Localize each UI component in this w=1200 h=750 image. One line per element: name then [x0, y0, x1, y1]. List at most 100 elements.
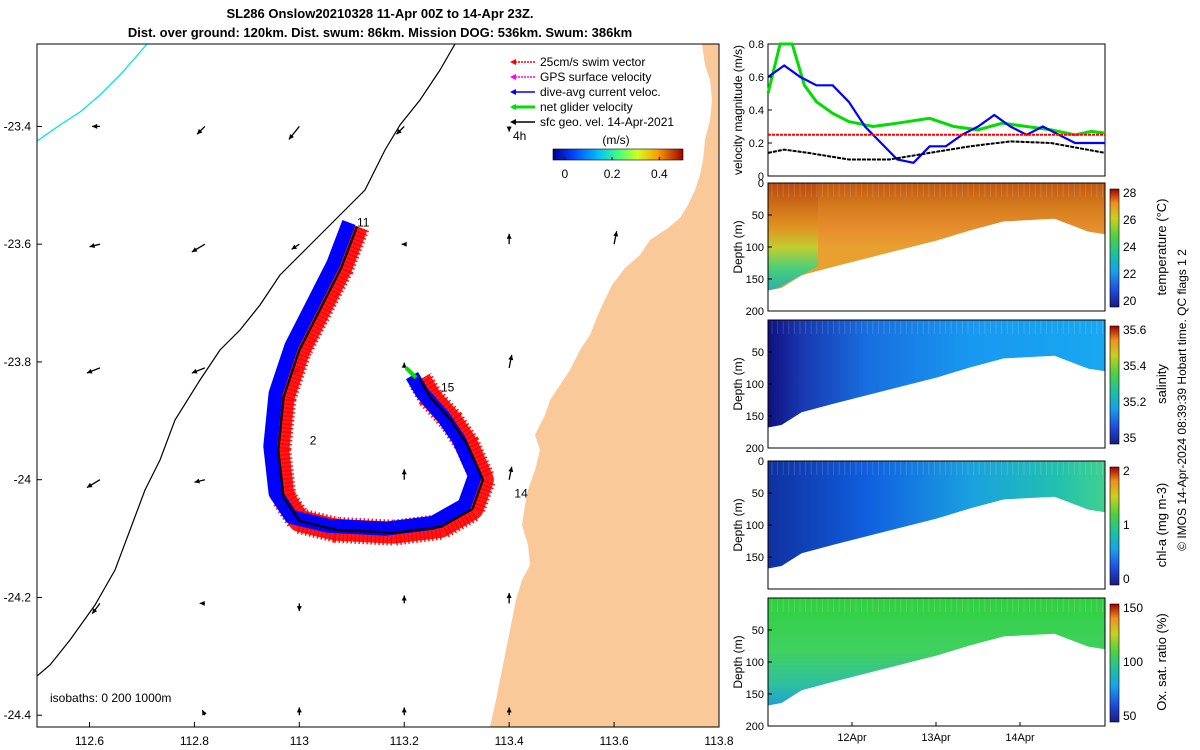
- x-tick-label: 112.8: [180, 734, 209, 748]
- section-tick-label: 50: [752, 347, 764, 359]
- section-colorbar-tick: 35: [1123, 431, 1137, 445]
- current-arrowhead: [86, 368, 93, 374]
- time-tick-label: 13Apr: [921, 732, 951, 744]
- section-tick-label: 150: [746, 552, 764, 564]
- y-tick-label: -23.4: [4, 119, 32, 133]
- map-frame: [36, 43, 720, 728]
- section-tick-label: 150: [746, 274, 764, 286]
- x-tick-label: 113.4: [495, 734, 524, 748]
- section-colorbar-label: temperature (°C): [1154, 199, 1169, 296]
- section-ylabel: Depth (m): [731, 635, 745, 688]
- section-colorbar-tick: 1: [1123, 518, 1130, 532]
- colorbar-gradient: [552, 148, 684, 161]
- legend-entry: sfc geo. vel. 14-Apr-2021: [540, 115, 674, 129]
- velocity-tick-label: 0.4: [749, 105, 764, 117]
- section-colorbar-tick: 28: [1123, 186, 1137, 200]
- section-tick-label: 50: [752, 210, 764, 222]
- section-ylabel: Depth (m): [731, 220, 745, 273]
- current-arrowhead: [92, 123, 98, 129]
- colorbar-tick-label: 0.4: [651, 167, 668, 181]
- track-label: 14: [514, 486, 528, 500]
- velocity-ylabel: velocity magnitude (m/s): [731, 45, 745, 175]
- section-colorbar-tick: 26: [1123, 213, 1137, 227]
- current-arrowhead: [401, 707, 407, 713]
- section-field: [768, 461, 1105, 569]
- track-line: [277, 226, 484, 534]
- current-arrowhead: [506, 126, 512, 132]
- section-tick-label: 0: [758, 456, 764, 468]
- section-tick-label: 100: [746, 657, 764, 669]
- land-mass: [490, 44, 719, 727]
- current-arrowhead: [197, 128, 203, 135]
- section-colorbar-tick: 2: [1123, 464, 1130, 478]
- section-ylabel: Depth (m): [731, 498, 745, 551]
- section-tick-label: 150: [746, 689, 764, 701]
- section-colorbar-tick: 100: [1123, 655, 1143, 669]
- section-field: [768, 320, 1105, 428]
- velocity-frame: [767, 43, 1106, 177]
- section-colorbar: [1109, 325, 1120, 445]
- track-labels: 11 2 15 14: [310, 216, 528, 501]
- map-axis-ticks: 112.6 112.8 113 113.2 113.4 113.6 113.8 -23.4 -2…: [4, 119, 734, 748]
- section-tick-label: 100: [746, 242, 764, 254]
- current-arrowhead: [401, 469, 407, 475]
- current-arrowhead: [613, 231, 619, 237]
- section-colorbar-tick: 35.2: [1123, 395, 1147, 409]
- section-tick-label: 200: [746, 443, 764, 455]
- section-panel: 0 50 100 150 200 Depth (m) 20 22 24 26 28 temperatu…: [731, 178, 1169, 318]
- legend-arrowhead: [510, 89, 516, 95]
- map-panel: 112.6 112.8 113 113.2 113.4 113.6 113.8 -23.4 -2…: [4, 43, 734, 748]
- section-tick-label: 0: [758, 178, 764, 190]
- current-arrowhead: [202, 710, 207, 716]
- velocity-series-line: [767, 64, 1105, 164]
- section-ylabel: Depth (m): [731, 357, 745, 410]
- time-tick-label: 14Apr: [1005, 732, 1035, 744]
- current-arrowhead: [506, 592, 512, 598]
- section-panel: 50 100 150 200 Depth (m) 50 100 150 Ox. sat. rat…: [731, 597, 1169, 744]
- legend-arrowhead: [510, 119, 516, 125]
- colorbar-tick-label: 0: [561, 167, 568, 181]
- current-arrowhead: [296, 606, 302, 612]
- section-colorbar-tick: 35.6: [1123, 323, 1147, 337]
- section-colorbar-label: chl-a (mg m-3): [1154, 483, 1169, 568]
- current-vectors: [86, 123, 619, 716]
- section-colorbar: [1109, 188, 1120, 308]
- speed-colorbar: (m/s) 0 0.2 0.4: [552, 133, 684, 181]
- legend-entry: net glider velocity: [540, 100, 633, 114]
- isobaths-label: isobaths: 0 200 1000m: [50, 691, 171, 705]
- velocity-tick-label: 0.2: [749, 138, 764, 150]
- current-arrowhead: [401, 595, 407, 601]
- y-tick-label: -24: [14, 473, 32, 487]
- isobath-shallow: [37, 44, 148, 142]
- current-arrowhead: [86, 482, 93, 488]
- current-arrowhead: [194, 478, 200, 484]
- current-arrowhead: [401, 362, 407, 368]
- legend-entry: GPS surface velocity: [540, 70, 651, 84]
- section-field: [768, 598, 1105, 706]
- x-tick-label: 113.8: [704, 734, 733, 748]
- track-label: 15: [441, 380, 455, 394]
- section-warm-cold-patch: [768, 183, 818, 291]
- current-arrowhead: [288, 133, 294, 140]
- current-arrowhead: [401, 241, 407, 247]
- velocity-series-line: [767, 140, 1106, 161]
- section-tick-label: 100: [746, 520, 764, 532]
- legend-entry: dive-avg current veloc.: [540, 85, 661, 99]
- section-colorbar: [1109, 603, 1120, 723]
- track-label: 11: [357, 216, 370, 230]
- current-arrowhead: [508, 466, 514, 473]
- velocity-ticks: 0 0.2 0.4 0.6 0.8: [749, 39, 772, 183]
- current-arrowhead: [191, 247, 198, 252]
- section-panel: 50 100 150 200 Depth (m) 35 35.2 35.4 35.6 salini…: [731, 319, 1169, 455]
- x-tick-label: 113: [290, 734, 309, 748]
- velocity-series: [766, 42, 1106, 164]
- velocity-tick-label: 0.6: [749, 72, 764, 84]
- current-arrowhead: [396, 128, 402, 135]
- figure-subtitle: Dist. over ground: 120km. Dist. swum: 86…: [127, 25, 633, 40]
- section-colorbar-label: Ox. sat. ratio (%): [1154, 613, 1169, 711]
- section-colorbar-tick: 35.4: [1123, 359, 1147, 373]
- current-arrowhead: [191, 368, 198, 374]
- section-colorbar: [1109, 466, 1120, 586]
